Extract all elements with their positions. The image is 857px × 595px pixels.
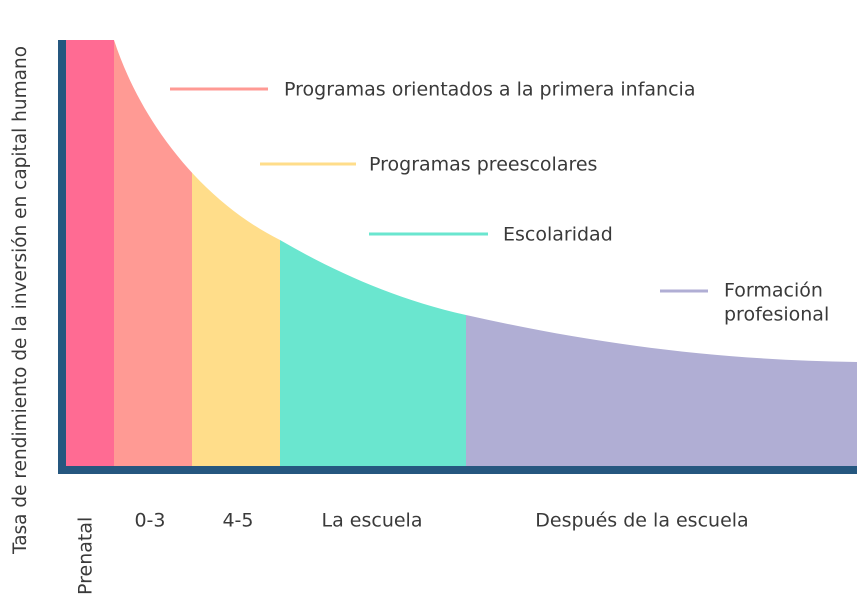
early-childhood-region xyxy=(114,40,192,468)
legend-label: Programas preescolares xyxy=(369,154,597,176)
stage-label: Prenatal xyxy=(75,517,97,595)
prenatal-region xyxy=(66,40,114,468)
legend-label: Programas orientados a la primera infanc… xyxy=(284,79,695,101)
legend-label: Formación xyxy=(724,280,823,302)
stage-label: Después de la escuela xyxy=(535,510,748,532)
y-axis-label: Tasa de rendimiento de la inversión en c… xyxy=(10,46,31,555)
preschool-region xyxy=(192,40,280,468)
stage-label: La escuela xyxy=(322,510,423,532)
stage-label: 0-3 xyxy=(134,510,165,532)
stage-label: 4-5 xyxy=(222,510,253,532)
legend-label: Escolaridad xyxy=(503,224,613,246)
legend-label: profesional xyxy=(724,304,829,326)
